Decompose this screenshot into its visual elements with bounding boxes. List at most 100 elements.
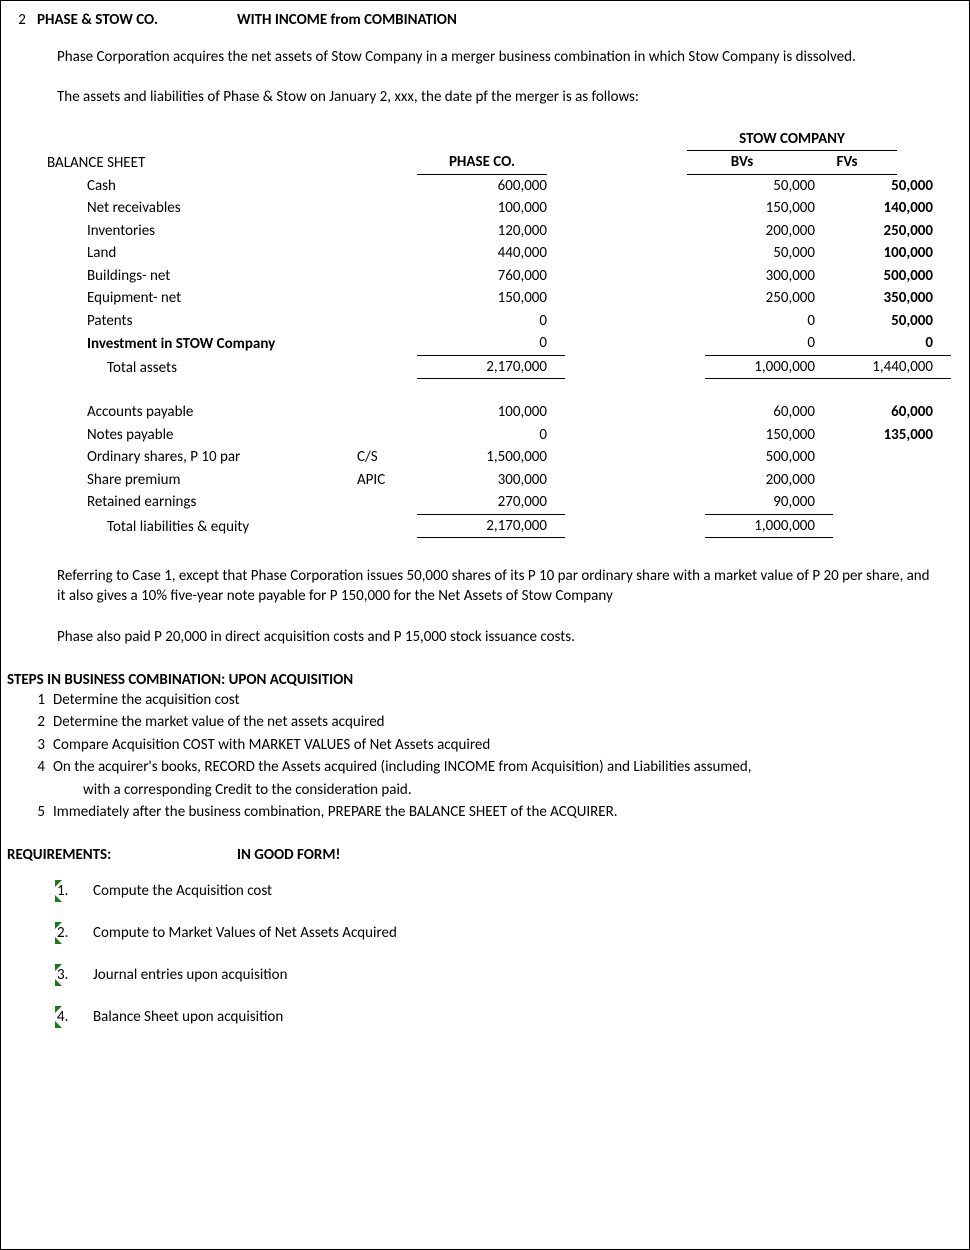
requirement-item: 1.Compute the Acquisition cost: [57, 882, 963, 900]
step-number: 3: [17, 734, 53, 757]
cell-bv: 90,000: [705, 491, 833, 514]
steps-heading: STEPS IN BUSINESS COMBINATION: UPON ACQU…: [7, 671, 963, 689]
balance-sheet-table: STOW COMPANY BALANCE SHEET PHASE CO. BVs…: [47, 128, 963, 539]
cell-phase: 120,000: [417, 220, 565, 243]
col-phase: PHASE CO.: [417, 151, 547, 175]
cell-phase: 0: [417, 310, 565, 333]
after-table-section: Referring to Case 1, except that Phase C…: [57, 566, 933, 647]
requirements-list: 1.Compute the Acquisition cost2.Compute …: [57, 882, 963, 1026]
table-row: Ordinary shares, P 10 parC/S1,500,000500…: [47, 446, 963, 469]
table-row: Land440,00050,000100,000: [47, 242, 963, 265]
requirement-text: Compute the Acquisition cost: [93, 882, 963, 900]
cell-phase: 100,000: [417, 401, 565, 424]
row-label: Total assets: [47, 357, 357, 380]
col-bv: BVs: [687, 151, 797, 175]
row-label: Cash: [47, 175, 357, 198]
requirement-number: 2.: [57, 924, 93, 942]
cell-fv: 140,000: [833, 197, 951, 220]
row-label: Buildings- net: [47, 265, 357, 288]
cell-phase: 100,000: [417, 197, 565, 220]
after-p2: Phase also paid P 20,000 in direct acqui…: [57, 627, 933, 647]
row-label: Total liabilities & equity: [47, 516, 357, 539]
row-label: Inventories: [47, 220, 357, 243]
table-row: Notes payable0150,000135,000: [47, 424, 963, 447]
cell-bv: 60,000: [705, 401, 833, 424]
cell-fv: 100,000: [833, 242, 951, 265]
total-liab-row: Total liabilities & equity 2,170,000 1,0…: [47, 514, 963, 539]
row-label: Investment in STOW Company: [47, 333, 357, 356]
cell-phase: 2,170,000: [417, 356, 565, 380]
cell-bv: 0: [705, 332, 833, 356]
stow-company-header: STOW COMPANY: [687, 128, 897, 152]
intro-p2: The assets and liabilities of Phase & St…: [57, 87, 933, 107]
requirement-number: 3.: [57, 966, 93, 984]
step-text: Determine the market value of the net as…: [53, 711, 963, 734]
col-fv: FVs: [797, 151, 897, 175]
step-number: 4: [17, 756, 53, 801]
row-label: Equipment- net: [47, 287, 357, 310]
table-row: Retained earnings 270,000 90,000: [47, 491, 963, 514]
company-name: PHASE & STOW CO.: [37, 11, 237, 29]
cell-phase: 270,000: [417, 491, 565, 514]
intro-section: Phase Corporation acquires the net asset…: [57, 47, 933, 108]
row-label: Share premium: [47, 469, 357, 492]
step-item: 3Compare Acquisition COST with MARKET VA…: [17, 734, 963, 757]
row-note: APIC: [357, 469, 417, 492]
cell-phase: 2,170,000: [417, 514, 565, 539]
step-number: 2: [17, 711, 53, 734]
cell-phase: 1,500,000: [417, 446, 565, 469]
requirement-number: 4.: [57, 1008, 93, 1026]
requirements-label: REQUIREMENTS:: [7, 846, 237, 864]
cell-bv: 250,000: [705, 287, 833, 310]
row-label: Land: [47, 242, 357, 265]
step-item: 2Determine the market value of the net a…: [17, 711, 963, 734]
cell-fv: 135,000: [833, 424, 951, 447]
row-label: Notes payable: [47, 424, 357, 447]
cell-phase: 0: [417, 424, 565, 447]
balance-sheet-label: BALANCE SHEET: [47, 152, 357, 175]
cell-fv: 500,000: [833, 265, 951, 288]
table-row: Net receivables100,000150,000140,000: [47, 197, 963, 220]
cell-fv: 60,000: [833, 401, 951, 424]
cell-phase: 760,000: [417, 265, 565, 288]
page-title: WITH INCOME from COMBINATION: [237, 11, 457, 29]
requirement-item: 2.Compute to Market Values of Net Assets…: [57, 924, 963, 942]
cell-fv: 50,000: [833, 310, 951, 333]
cell-bv: 0: [705, 310, 833, 333]
table-row: Equipment- net 150,000 250,000350,000: [47, 287, 963, 310]
requirement-item: 3.Journal entries upon acquisition: [57, 966, 963, 984]
table-row: Investment in STOW Company 0 0 0: [47, 332, 963, 356]
row-label: Ordinary shares, P 10 par: [47, 446, 357, 469]
cell-bv: 200,000: [705, 469, 833, 492]
after-p1: Referring to Case 1, except that Phase C…: [57, 566, 933, 607]
cell-bv: 300,000: [705, 265, 833, 288]
step-text: Immediately after the business combinati…: [53, 801, 963, 824]
cell-fv: 50,000: [833, 175, 951, 198]
step-text: Compare Acquisition COST with MARKET VAL…: [53, 734, 963, 757]
cell-phase: 150,000: [417, 287, 565, 310]
table-row: Accounts payable 100,000 60,00060,000: [47, 401, 963, 424]
row-label: Net receivables: [47, 197, 357, 220]
table-row: Cash600,00050,00050,000: [47, 175, 963, 198]
cell-bv: 1,000,000: [705, 514, 833, 539]
cell-bv: 500,000: [705, 446, 833, 469]
row-label: Retained earnings: [47, 491, 357, 514]
cell-fv: 1,440,000: [833, 356, 951, 380]
cell-fv: 350,000: [833, 287, 951, 310]
step-item: 1Determine the acquisition cost: [17, 689, 963, 712]
document-page: 2 PHASE & STOW CO. WITH INCOME from COMB…: [0, 0, 970, 1250]
cell-bv: 50,000: [705, 242, 833, 265]
cell-phase: 600,000: [417, 175, 565, 198]
requirement-number: 1.: [57, 882, 93, 900]
step-item: 4On the acquirer's books, RECORD the Ass…: [17, 756, 963, 801]
requirement-item: 4.Balance Sheet upon acquisition: [57, 1008, 963, 1026]
requirements-note: IN GOOD FORM!: [237, 846, 340, 864]
table-row: Patents0050,000: [47, 310, 963, 333]
cell-phase: 300,000: [417, 469, 565, 492]
row-label: Accounts payable: [47, 401, 357, 424]
step-text: On the acquirer's books, RECORD the Asse…: [53, 756, 963, 801]
cell-fv: 250,000: [833, 220, 951, 243]
step-number: 5: [17, 801, 53, 824]
step-item: 5Immediately after the business combinat…: [17, 801, 963, 824]
intro-p1: Phase Corporation acquires the net asset…: [57, 47, 933, 67]
